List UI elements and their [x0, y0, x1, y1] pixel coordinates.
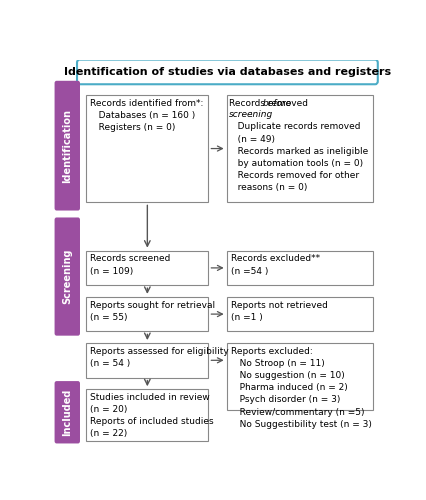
- Text: Identification: Identification: [62, 108, 72, 182]
- Text: Records removed: Records removed: [229, 98, 311, 108]
- Text: Reports excluded:
   No Stroop (n = 11)
   No suggestion (n = 10)
   Pharma indu: Reports excluded: No Stroop (n = 11) No …: [230, 347, 371, 428]
- Text: Records excluded**
(n =54 ): Records excluded** (n =54 ): [230, 254, 320, 276]
- FancyBboxPatch shape: [86, 297, 208, 332]
- FancyBboxPatch shape: [227, 94, 374, 202]
- Text: before: before: [262, 98, 291, 108]
- Text: Included: Included: [62, 388, 72, 436]
- Text: Records screened
(n = 109): Records screened (n = 109): [90, 254, 170, 276]
- Text: Identification of studies via databases and registers: Identification of studies via databases …: [64, 67, 391, 77]
- Text: Reports not retrieved
(n =1 ): Reports not retrieved (n =1 ): [230, 300, 328, 322]
- FancyBboxPatch shape: [86, 250, 208, 285]
- FancyBboxPatch shape: [55, 381, 80, 444]
- FancyBboxPatch shape: [55, 81, 80, 210]
- FancyBboxPatch shape: [227, 250, 374, 285]
- FancyBboxPatch shape: [86, 343, 208, 378]
- FancyBboxPatch shape: [55, 218, 80, 336]
- Text: Screening: Screening: [62, 249, 72, 304]
- Text: Reports assessed for eligibility
(n = 54 ): Reports assessed for eligibility (n = 54…: [90, 347, 229, 368]
- Text: Studies included in review
(n = 20)
Reports of included studies
(n = 22): Studies included in review (n = 20) Repo…: [90, 393, 214, 438]
- Text: Duplicate records removed
   (n = 49)
   Records marked as ineligible
   by auto: Duplicate records removed (n = 49) Recor…: [229, 122, 368, 192]
- Text: Reports sought for retrieval
(n = 55): Reports sought for retrieval (n = 55): [90, 300, 216, 322]
- FancyBboxPatch shape: [227, 297, 374, 332]
- FancyBboxPatch shape: [77, 60, 378, 84]
- FancyBboxPatch shape: [86, 94, 208, 202]
- Text: screening: screening: [229, 110, 273, 120]
- Text: Records identified from*:
   Databases (n = 160 )
   Registers (n = 0): Records identified from*: Databases (n =…: [90, 98, 204, 132]
- FancyBboxPatch shape: [86, 389, 208, 441]
- Text: :: :: [250, 110, 253, 120]
- FancyBboxPatch shape: [227, 343, 374, 410]
